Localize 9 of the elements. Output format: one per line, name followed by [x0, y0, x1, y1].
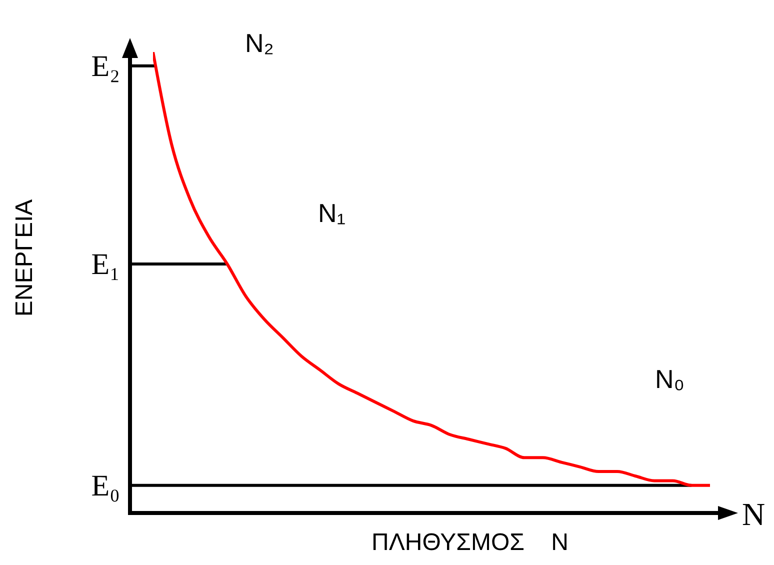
- ref-line-label: E₀: [91, 469, 120, 502]
- x-axis-title: ΠΛΗΘΥΣΜΟΣ N: [372, 529, 568, 556]
- ref-line-label: E₁: [91, 248, 120, 282]
- annotation: N₀: [655, 364, 685, 394]
- y-axis-title: ΕΝΕΡΓΕΙΑ: [11, 199, 38, 317]
- annotation: N₂: [245, 28, 274, 58]
- annotation: N₁: [318, 198, 346, 228]
- ref-line-label: E₂: [91, 50, 120, 83]
- text: N: [742, 496, 766, 532]
